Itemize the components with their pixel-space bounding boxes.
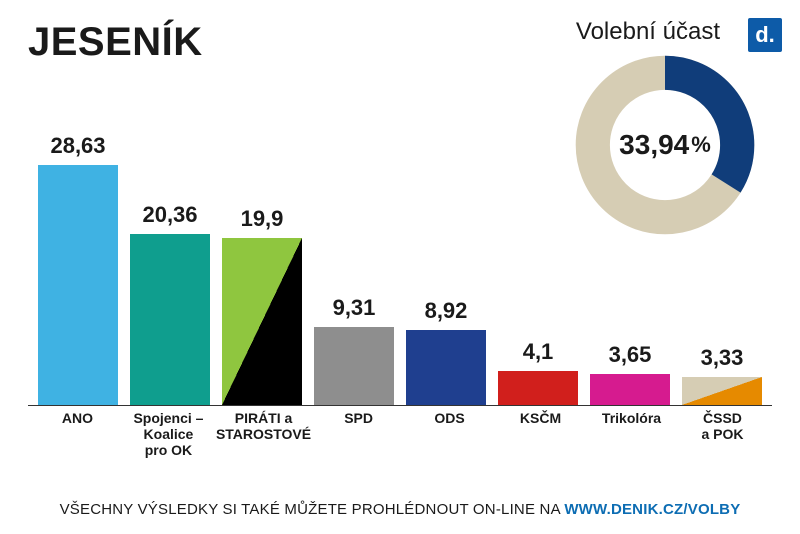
bar-label: Trikolóra (586, 410, 677, 458)
bar-value: 3,33 (701, 345, 744, 371)
footer-prefix: VŠECHNY VÝSLEDKY SI TAKÉ MŮŽETE PROHLÉDN… (60, 501, 565, 518)
bar-rect (406, 330, 486, 405)
bar-value: 8,92 (425, 298, 468, 324)
bar-rect (682, 377, 762, 405)
bar-rect (38, 165, 118, 405)
bar-col: 3,33 (676, 345, 768, 405)
bar-label: ANO (32, 410, 123, 458)
bar-rect (314, 327, 394, 405)
bar-value: 28,63 (50, 133, 105, 159)
bar-col: 3,65 (584, 342, 676, 405)
bar-col: 28,63 (32, 133, 124, 405)
bar-value: 20,36 (142, 202, 197, 228)
bar-col: 4,1 (492, 339, 584, 405)
bar-rect (498, 371, 578, 405)
bar-rect (222, 238, 302, 405)
bar-label: ČSSDa POK (677, 410, 768, 458)
brand-logo: d. (748, 18, 782, 52)
bar-value: 4,1 (523, 339, 554, 365)
bar-label: PIRÁTI aSTAROSTOVÉ (214, 410, 313, 458)
bar-label: ODS (404, 410, 495, 458)
bar-label: KSČM (495, 410, 586, 458)
election-bar-chart: 28,63 20,36 19,9 9,31 8,92 4,1 3,65 3,33 ANOSpo… (28, 136, 772, 466)
bar-label: SPD (313, 410, 404, 458)
bar-value: 3,65 (609, 342, 652, 368)
bar-label: Spojenci – Koalicepro OK (123, 410, 214, 458)
bar-col: 20,36 (124, 202, 216, 405)
bar-col: 19,9 (216, 206, 308, 405)
footer-text: VŠECHNY VÝSLEDKY SI TAKÉ MŮŽETE PROHLÉDN… (0, 501, 800, 518)
bar-value: 19,9 (241, 206, 284, 232)
turnout-label: Volební účast (576, 18, 720, 46)
bar-rect (590, 374, 670, 405)
bar-col: 9,31 (308, 295, 400, 405)
bar-rect (130, 234, 210, 405)
bar-value: 9,31 (333, 295, 376, 321)
footer-link[interactable]: WWW.DENIK.CZ/VOLBY (564, 501, 740, 518)
page-title: JESENÍK (28, 20, 203, 65)
bar-col: 8,92 (400, 298, 492, 405)
